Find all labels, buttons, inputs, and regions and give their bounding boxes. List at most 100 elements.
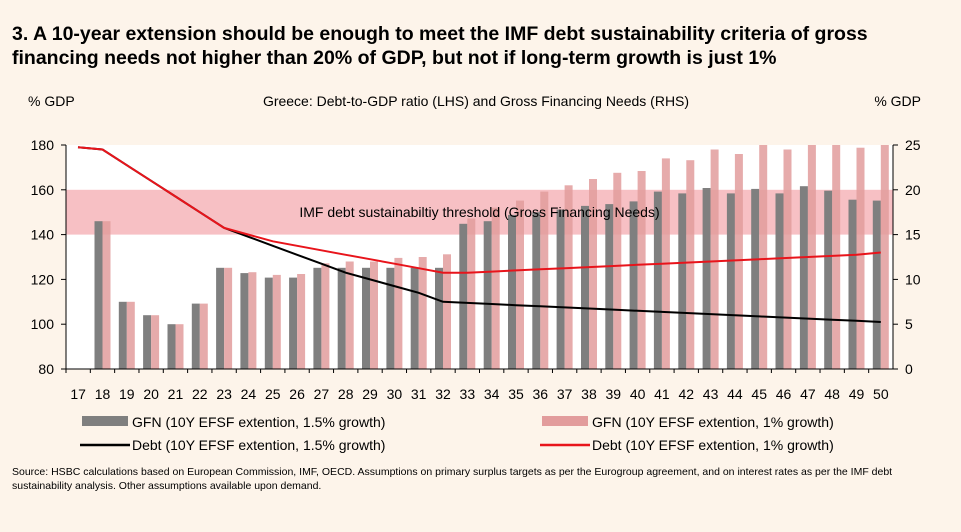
- x-tick-label: 25: [265, 386, 281, 402]
- x-tick-label: 33: [460, 386, 476, 402]
- legend-label: GFN (10Y EFSF extention, 1% growth): [592, 414, 834, 430]
- chart-title: Greece: Debt-to-GDP ratio (LHS) and Gros…: [263, 93, 689, 109]
- bar-gfn-1-growth-19: [126, 301, 135, 369]
- bar-gfn-1-5-growth-21: [167, 324, 176, 369]
- x-tick-label: 38: [581, 386, 597, 402]
- bar-gfn-1-growth-27: [321, 263, 330, 369]
- bar-gfn-1-5-growth-50: [872, 200, 881, 369]
- bar-gfn-1-growth-21: [175, 324, 184, 369]
- x-tick-label: 34: [484, 386, 500, 402]
- bar-gfn-1-5-growth-47: [799, 186, 808, 369]
- x-tick-label: 42: [678, 386, 694, 402]
- bar-gfn-1-growth-31: [418, 257, 427, 369]
- bar-gfn-1-growth-24: [248, 272, 257, 369]
- bar-gfn-1-growth-34: [491, 207, 500, 369]
- legend-swatch: [82, 416, 128, 426]
- x-tick-label: 31: [411, 386, 427, 402]
- x-tick-label: 20: [143, 386, 159, 402]
- y-tick-label-right: 20: [905, 182, 921, 198]
- y-tick-label-right: 10: [905, 271, 921, 287]
- bar-gfn-1-5-growth-38: [581, 205, 589, 369]
- bar-gfn-1-5-growth-19: [118, 301, 127, 369]
- bar-gfn-1-5-growth-22: [191, 303, 200, 369]
- x-tick-label: 49: [849, 386, 865, 402]
- bar-gfn-1-growth-33: [467, 218, 476, 369]
- x-tick-label: 50: [873, 386, 889, 402]
- y-tick-label-left: 100: [31, 316, 55, 332]
- bar-gfn-1-5-growth-44: [726, 193, 735, 369]
- bar-gfn-1-5-growth-40: [629, 201, 638, 369]
- x-tick-label: 46: [776, 386, 792, 402]
- line-debt-1-growth: [77, 146, 881, 274]
- bar-gfn-1-growth-42: [686, 160, 695, 369]
- bar-gfn-1-growth-23: [224, 267, 233, 369]
- bar-gfn-1-5-growth-35: [508, 214, 516, 369]
- x-tick-label: 19: [119, 386, 135, 402]
- bar-gfn-1-growth-26: [297, 274, 306, 369]
- x-tick-label: 41: [654, 386, 670, 402]
- bar-gfn-1-growth-43: [710, 149, 719, 369]
- x-tick-label: 43: [703, 386, 719, 402]
- bar-gfn-1-5-growth-24: [240, 273, 249, 369]
- bar-gfn-1-5-growth-33: [459, 223, 468, 369]
- bar-gfn-1-5-growth-39: [605, 204, 614, 369]
- bar-gfn-1-5-growth-28: [337, 267, 346, 369]
- bar-gfn-1-5-growth-18: [94, 221, 103, 369]
- bar-gfn-1-growth-22: [199, 303, 208, 369]
- x-tick-label: 27: [314, 386, 330, 402]
- source-note: Source: HSBC calculations based on Europ…: [12, 466, 893, 492]
- y-axis-label-right: % GDP: [874, 93, 921, 109]
- bar-gfn-1-5-growth-49: [848, 199, 857, 369]
- bar-gfn-1-5-growth-29: [362, 267, 370, 369]
- bar-gfn-1-growth-50: [880, 145, 889, 369]
- bar-gfn-1-growth-30: [394, 257, 403, 369]
- bar-gfn-1-5-growth-43: [702, 188, 711, 369]
- y-tick-label-left: 120: [31, 271, 55, 287]
- x-tick-label: 32: [435, 386, 451, 402]
- y-tick-label-right: 15: [905, 227, 921, 243]
- x-tick-label: 45: [751, 386, 767, 402]
- y-tick-label-left: 140: [31, 227, 55, 243]
- bar-gfn-1-5-growth-25: [264, 277, 273, 369]
- bar-gfn-1-5-growth-30: [386, 267, 395, 369]
- bar-gfn-1-growth-46: [783, 149, 792, 369]
- x-tick-label: 22: [192, 386, 208, 402]
- plot-area: [66, 145, 893, 369]
- bar-gfn-1-growth-35: [516, 200, 524, 369]
- legend-label: Debt (10Y EFSF extention, 1.5% growth): [132, 437, 385, 453]
- y-tick-label-left: 80: [38, 361, 54, 377]
- legend-swatch: [542, 416, 588, 426]
- bar-gfn-1-growth-40: [637, 171, 646, 369]
- bar-gfn-1-5-growth-48: [824, 190, 833, 369]
- x-tick-label: 18: [95, 386, 111, 402]
- x-tick-label: 36: [533, 386, 549, 402]
- x-tick-label: 35: [508, 386, 524, 402]
- x-tick-label: 29: [362, 386, 378, 402]
- bar-gfn-1-growth-25: [272, 274, 281, 369]
- y-tick-label-right: 0: [905, 361, 913, 377]
- bar-gfn-1-5-growth-45: [751, 188, 760, 369]
- bar-gfn-1-5-growth-27: [313, 267, 322, 369]
- bar-gfn-1-growth-44: [734, 154, 743, 369]
- bar-gfn-1-5-growth-46: [775, 193, 784, 369]
- x-tick-label: 48: [824, 386, 840, 402]
- bar-gfn-1-5-growth-20: [143, 315, 152, 369]
- bar-gfn-1-growth-36: [540, 191, 549, 369]
- y-axis-label-left: % GDP: [28, 93, 75, 109]
- bar-gfn-1-5-growth-36: [532, 212, 541, 369]
- y-tick-label-left: 180: [31, 137, 55, 153]
- bar-gfn-1-growth-32: [443, 254, 451, 369]
- x-tick-label: 24: [241, 386, 257, 402]
- bar-gfn-1-5-growth-37: [556, 209, 565, 369]
- page-title: 3. A 10-year extension should be enough …: [12, 23, 868, 69]
- x-tick-label: 40: [630, 386, 646, 402]
- bar-gfn-1-growth-39: [613, 172, 622, 369]
- bar-gfn-1-5-growth-23: [216, 267, 225, 369]
- x-tick-label: 21: [168, 386, 184, 402]
- x-tick-label: 47: [800, 386, 816, 402]
- x-tick-label: 39: [605, 386, 621, 402]
- bar-gfn-1-5-growth-34: [483, 221, 492, 369]
- bar-gfn-1-growth-45: [759, 145, 768, 369]
- legend-label: GFN (10Y EFSF extention, 1.5% growth): [132, 414, 385, 430]
